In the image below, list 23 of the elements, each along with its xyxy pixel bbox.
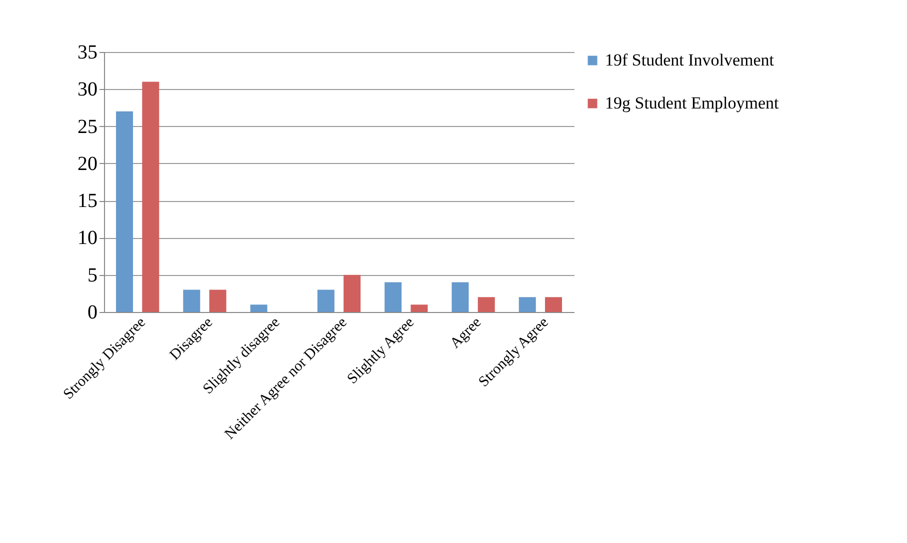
bar [209,290,226,312]
y-tick-label: 25 [78,116,98,138]
bar [116,111,134,312]
bar [344,274,361,312]
legend-label: 19f Student Involvement [605,50,774,70]
bar [518,297,536,312]
y-tick-label: 30 [78,78,98,101]
bar [317,290,334,312]
bar [183,290,200,312]
legend-label: 19g Student Employment [605,94,780,112]
bar [410,304,428,312]
y-tick-label: 20 [78,152,98,175]
y-tick-label: 0 [88,302,98,324]
bar [544,297,562,312]
y-tick-label: 10 [78,227,98,250]
bar [142,82,160,312]
bar [384,282,402,312]
bar [452,282,469,312]
bar [250,304,268,312]
y-tick-label: 15 [78,190,98,212]
bar [478,297,495,312]
y-tick-label: 5 [88,264,98,286]
y-tick-label: 35 [78,42,98,64]
